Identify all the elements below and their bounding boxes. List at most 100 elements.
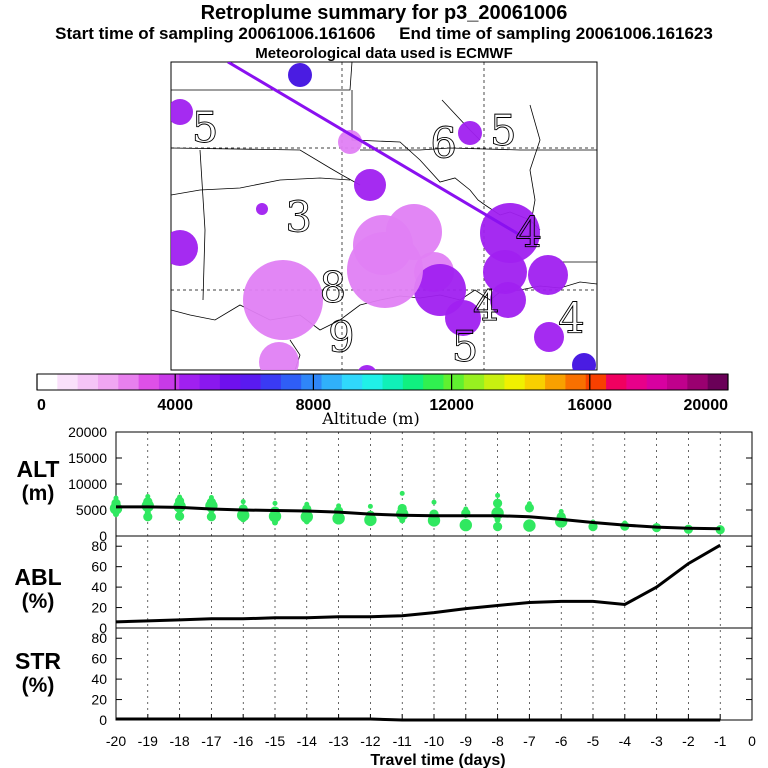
alt-ytick-label: 0 [99,528,107,544]
colorbar-cell [646,374,668,390]
alt-scatter-point [588,522,598,532]
str-ytick-label: 0 [99,712,107,728]
alt-scatter-point [493,498,503,508]
str-panel-name: STR [15,648,61,674]
abl-ytick-label: 20 [91,600,107,616]
colorbar-tick-label: 20000 [684,397,729,414]
alt-scatter-point [240,516,247,523]
x-tick-label: -19 [138,733,158,749]
plume-circle [445,300,481,336]
plume-circle [414,264,466,316]
alt-scatter-point [523,519,536,532]
alt-scatter-point [493,522,503,532]
start-time-label: Start time of sampling 20061006.161606 [55,24,376,43]
str-panel-unit: (%) [22,674,55,697]
colorbar-cell [158,374,180,390]
colorbar-cell [463,374,485,390]
x-tick-label: -9 [460,733,473,749]
x-tick-label: -15 [265,733,285,749]
alt-scatter-point [399,490,405,496]
x-tick-label: -6 [555,733,568,749]
colorbar-cell [199,374,221,390]
altitude-colorbar: 0 4000 8000 12000 16000 20000 Altitude (m) [36,373,729,428]
map-digit-label: 5 [192,103,219,152]
colorbar-cell [260,374,282,390]
sampling-times: Start time of sampling 20061006.161606 E… [0,24,768,44]
alt-scatter-point [524,503,535,513]
alt-mean-line [116,505,721,531]
x-tick-label: -8 [491,733,504,749]
alt-scatter-point [272,519,278,526]
colorbar-cell [423,374,444,390]
colorbar-cell [443,374,465,390]
colorbar-cell [667,374,688,390]
alt-scatter-point [303,518,310,525]
x-tick-label: -16 [233,733,253,749]
abl-ytick-label: 0 [99,620,107,636]
alt-ytick-label: 5000 [76,502,107,518]
colorbar-cell [341,374,363,390]
x-tick-label: -14 [297,733,317,749]
colorbar-cell [707,374,729,390]
alt-scatter-point [268,510,282,523]
str-line [116,717,721,722]
plume-circle [338,130,362,154]
alt-scatter-point [175,511,185,521]
alt-panel-name: ALT [16,456,59,482]
colorbar-axis-label: Altitude (m) [321,409,419,428]
colorbar-cell [219,374,241,390]
colorbar-cell [179,374,201,390]
x-tick-label: -5 [587,733,600,749]
alt-scatter-point [237,509,250,522]
map-digit-label: 4 [558,294,585,343]
alt-scatter-point [367,503,373,509]
colorbar-cell [37,374,58,390]
colorbar-cell [321,374,343,390]
alt-scatter-point [113,511,119,518]
str-ytick-label: 20 [91,692,107,708]
colorbar-cell [585,374,607,390]
alt-scatter-point [494,516,501,523]
x-tick-label: 0 [748,733,756,749]
colorbar-cell [565,374,587,390]
x-tick-label: -7 [523,733,536,749]
colorbar-cell [97,374,119,390]
colorbar-cell [402,374,424,390]
map-digit-label: 9 [328,313,355,362]
map-digit-label: 4 [473,282,500,331]
colorbar-cell [504,374,526,390]
colorbar-cell [626,374,648,390]
x-tick-label: -3 [650,733,663,749]
x-tick-label: -13 [328,733,348,749]
map-digit-label: 5 [452,322,479,371]
colorbar-cell [545,374,566,390]
alt-scatter-point [431,499,437,505]
map-digit-label: 8 [320,263,347,312]
str-ytick-label: 40 [91,671,107,687]
end-time-label: End time of sampling 20061006.161623 [399,24,713,43]
plume-markers [171,63,596,370]
colorbar-cell [240,374,262,390]
alt-scatter-point [143,512,153,522]
x-tick-label: -17 [201,733,221,749]
plume-circle [528,255,568,295]
alt-scatter-point [300,510,313,523]
x-axis-label: Travel time (days) [370,752,505,768]
colorbar-cell [77,374,99,390]
x-tick-label: -4 [619,733,632,749]
plume-circle [256,203,268,215]
alt-scatter-point [459,518,472,532]
colorbar-cell [301,374,323,390]
colorbar-tick-label: 16000 [568,397,613,414]
plume-circle [480,203,540,263]
colorbar-cell [606,374,627,390]
plume-circle [243,260,323,340]
colorbar-tick-label: 8000 [296,397,332,414]
abl-panel-name: ABL [14,564,61,590]
plume-circle [347,232,423,308]
abl-ytick-label: 80 [91,538,107,554]
plume-circle [458,121,482,145]
